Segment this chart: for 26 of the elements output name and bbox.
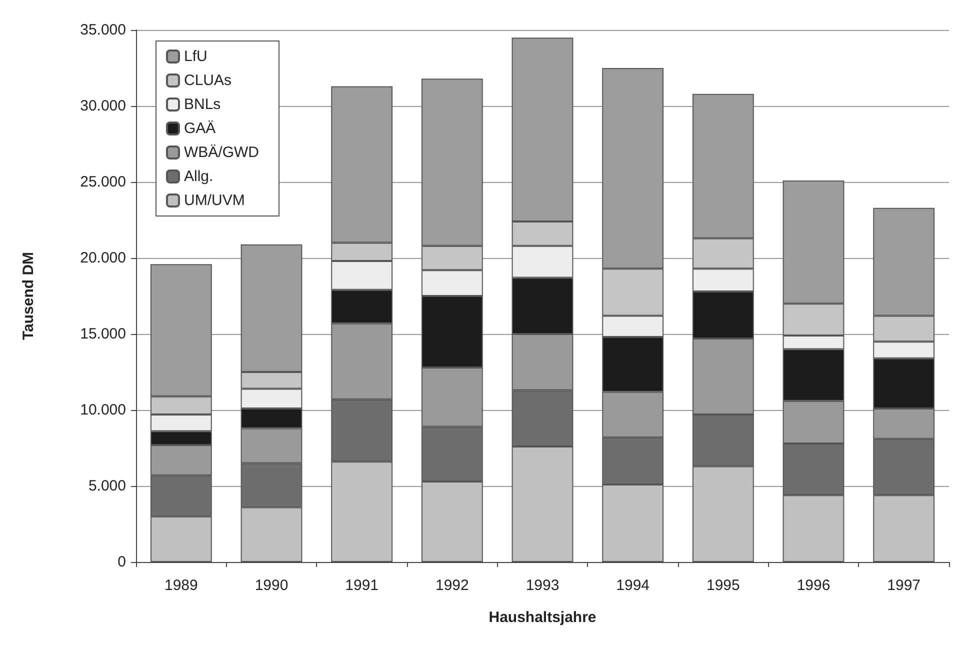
y-tick-label: 35.000 [80,22,126,38]
legend-label: UM/UVM [184,192,245,209]
y-tick-label: 25.000 [80,174,126,190]
y-tick-label: 10.000 [80,402,126,418]
y-tick-label: 15.000 [80,326,126,342]
x-tick-label: 1994 [616,577,650,594]
legend-label: WBÄ/GWD [184,144,260,161]
y-tick-label: 20.000 [80,250,126,266]
y-tick-label: 0 [118,554,126,570]
x-axis-title: Haushaltsjahre [488,609,596,626]
x-tick-label: 1991 [345,577,379,594]
legend-label: LfU [184,48,208,65]
x-tick-label: 1995 [706,577,740,594]
x-tick-label: 1993 [526,577,560,594]
legend-label: Allg. [184,168,214,185]
y-tick-label: 30.000 [80,98,126,114]
y-axis-title: Tausend DM [20,252,37,340]
x-tick-label: 1992 [435,577,469,594]
legend-label: BNLs [184,96,221,113]
y-tick-label: 5.000 [88,478,126,494]
legend-label: GAÄ [184,120,216,137]
legend-label: CLUAs [184,72,232,89]
x-tick-label: 1990 [254,577,288,594]
x-tick-label: 1996 [796,577,830,594]
x-tick-label: 1997 [887,577,921,594]
x-tick-label: 1989 [164,577,198,594]
